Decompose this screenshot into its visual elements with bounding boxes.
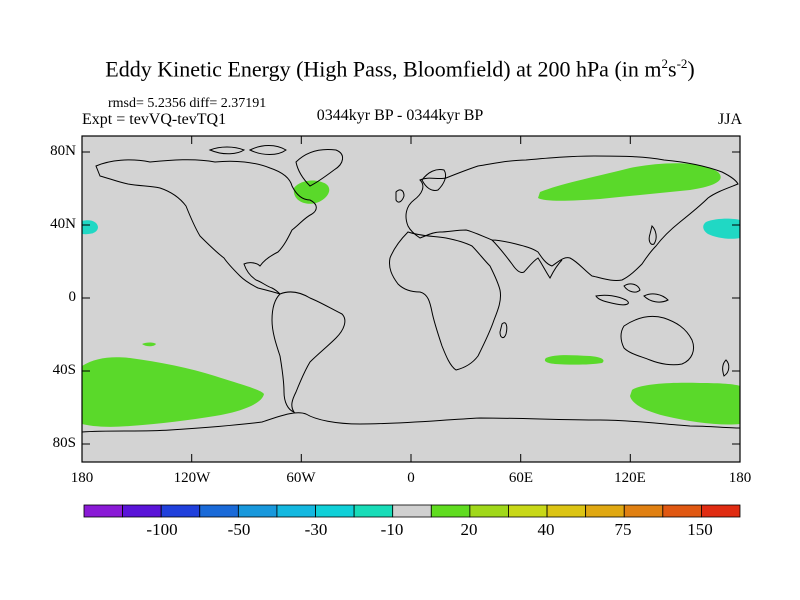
stats-text: rmsd= 5.2356 diff= 2.37191 xyxy=(108,96,267,111)
lon-label-120e: 120E xyxy=(614,470,646,486)
colorbar-swatch xyxy=(662,504,702,518)
colorbar-swatch xyxy=(315,504,355,518)
colorbar-swatch xyxy=(199,504,239,518)
lon-label-0: 0 xyxy=(407,470,415,486)
experiment-label: Expt = tevVQ-tevTQ1 xyxy=(82,111,227,128)
colorbar-label-3: -30 xyxy=(304,520,328,539)
colorbar-swatch xyxy=(83,504,123,518)
lat-ticks xyxy=(82,151,740,445)
lat-label-80s: 80S xyxy=(52,435,76,451)
lat-label-80n: 80N xyxy=(50,143,76,159)
colorbar-label-5: 20 xyxy=(460,520,478,539)
coastlines xyxy=(81,145,741,433)
colorbar-swatch xyxy=(546,504,587,518)
lon-ticks xyxy=(81,136,741,462)
colorbar-label-1: -100 xyxy=(146,520,178,539)
colorbar-swatch xyxy=(585,504,625,518)
colorbar-swatch xyxy=(160,504,201,518)
colorbar-swatch xyxy=(623,504,664,518)
anomaly-north-pacific-west xyxy=(703,218,740,239)
anomaly-south-pacific-small xyxy=(142,342,156,347)
colorbar xyxy=(83,504,741,518)
period-label: 0344kyr BP - 0344kyr BP xyxy=(316,107,484,124)
colorbar-label-6: 40 xyxy=(537,520,555,539)
lon-label-180-west: 180 xyxy=(70,470,94,486)
lat-label-0: 0 xyxy=(68,289,77,305)
colorbar-swatch xyxy=(469,504,509,518)
colorbar-swatch xyxy=(701,504,741,518)
lon-label-60w: 60W xyxy=(286,470,316,486)
colorbar-swatch xyxy=(237,504,278,518)
colorbar-swatch xyxy=(392,504,432,518)
anomaly-south-pacific xyxy=(82,357,264,427)
colorbar-swatch xyxy=(508,504,548,518)
lon-label-60e: 60E xyxy=(508,470,534,486)
anomaly-southern-ocean-australia xyxy=(630,382,740,425)
lon-label-180-east: 180 xyxy=(728,470,752,486)
colorbar-label-2: -50 xyxy=(227,520,251,539)
anomaly-south-indian xyxy=(544,355,604,365)
lat-label-40n: 40N xyxy=(50,216,76,232)
map-title: Eddy Kinetic Energy (High Pass, Bloomfie… xyxy=(105,56,695,82)
colorbar-label-4: -10 xyxy=(380,520,404,539)
anomaly-north-pacific-east xyxy=(82,220,98,235)
colorbar-swatch xyxy=(430,504,471,518)
lon-label-120w: 120W xyxy=(173,470,211,486)
colorbar-label-7: 75 xyxy=(614,520,632,539)
season-label: JJA xyxy=(717,111,742,128)
colorbar-label-8: 150 xyxy=(687,520,713,539)
colorbar-swatch xyxy=(122,504,162,518)
anomaly-northern-asia xyxy=(538,163,721,201)
lat-label-40s: 40S xyxy=(52,362,76,378)
colorbar-swatch xyxy=(353,504,394,518)
colorbar-swatch xyxy=(276,504,316,518)
